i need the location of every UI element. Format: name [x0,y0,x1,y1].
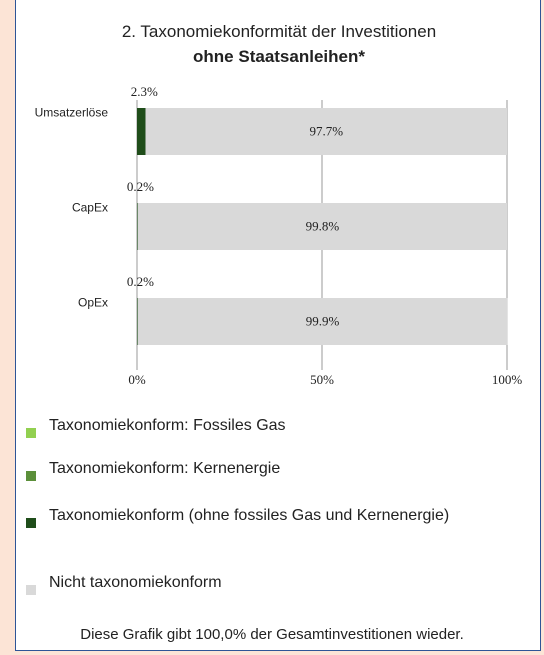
category-label: Umsatzerlöse [35,106,109,120]
bar-segment [137,108,146,155]
bar-segment [137,203,138,250]
legend-swatch [26,585,36,595]
legend-label: Taxonomiekonform: Kernenergie [49,460,281,477]
legend-label: Taxonomiekonform: Fossiles Gas [49,417,286,434]
x-tick-label: 100% [492,372,523,387]
x-tick-label: 0% [128,372,146,387]
legend-label: Taxonomiekonform (ohne fossiles Gas und … [49,507,450,524]
data-label: 0.2% [127,274,154,289]
bar-segment [137,298,138,345]
legend-label: Nicht taxonomiekonform [49,574,222,591]
note: Diese Grafik gibt 100,0% der Gesamtinves… [80,626,464,643]
x-tick-label: 50% [310,372,334,387]
category-label: OpEx [78,296,108,310]
legend-swatch [26,518,36,528]
chart-subtitle: ohne Staatsanleihen* [193,47,365,66]
data-label: 99.8% [306,219,340,234]
legend-swatch [26,428,36,438]
legend-swatch [26,471,36,481]
data-label: 2.3% [131,84,158,99]
bar-segment [137,298,508,345]
data-label: 97.7% [309,124,343,139]
category-label: CapEx [72,201,108,215]
data-label: 0.2% [127,179,154,194]
bar-segment [145,108,507,155]
data-label: 99.9% [306,314,340,329]
bar-segment [137,203,508,250]
chart-title: 2. Taxonomiekonformität der Investitione… [122,22,436,41]
